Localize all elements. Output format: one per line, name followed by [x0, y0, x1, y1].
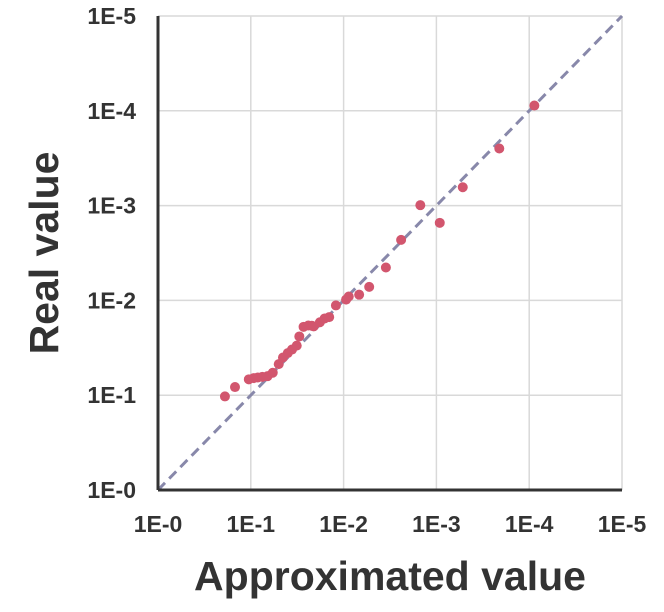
y-tick-label: 1E-5 [87, 3, 136, 29]
y-tick-label: 1E-2 [87, 287, 136, 313]
data-point [343, 291, 354, 302]
data-point [229, 382, 240, 393]
x-tick-label: 1E-5 [598, 511, 647, 537]
x-tick-label: 1E-1 [227, 511, 276, 537]
data-point [330, 300, 341, 311]
axes [156, 16, 622, 492]
y-tick-label: 1E-1 [87, 382, 136, 408]
x-tick-label: 1E-4 [505, 511, 554, 537]
data-point [380, 262, 391, 273]
data-point [291, 340, 302, 351]
y-axis-title: Real value [21, 152, 67, 355]
data-point [494, 143, 505, 154]
x-tick-label: 1E-0 [134, 511, 183, 537]
data-point [457, 182, 468, 193]
data-point [415, 200, 426, 211]
data-points [219, 100, 540, 402]
y-tick-label: 1E-3 [87, 193, 136, 219]
data-point [396, 234, 407, 245]
data-point [324, 312, 335, 323]
data-point [364, 281, 375, 292]
data-point [529, 100, 540, 111]
y-tick-label: 1E-0 [87, 477, 136, 503]
x-tick-label: 1E-3 [412, 511, 461, 537]
grid-lines [158, 15, 623, 490]
data-point [434, 217, 445, 228]
y-tick-label: 1E-4 [87, 98, 136, 124]
data-point [354, 289, 365, 300]
reference-diagonal-line [156, 14, 624, 492]
data-point [267, 367, 278, 378]
data-point [294, 331, 305, 342]
tick-labels: 1E-0 1E-1 1E-2 1E-3 1E-4 1E-5 1E-0 1E-1 1E-2 1E-3… [87, 3, 646, 537]
x-axis-title: Approximated value [194, 553, 586, 599]
x-tick-label: 1E-2 [319, 511, 368, 537]
data-point [219, 391, 230, 402]
